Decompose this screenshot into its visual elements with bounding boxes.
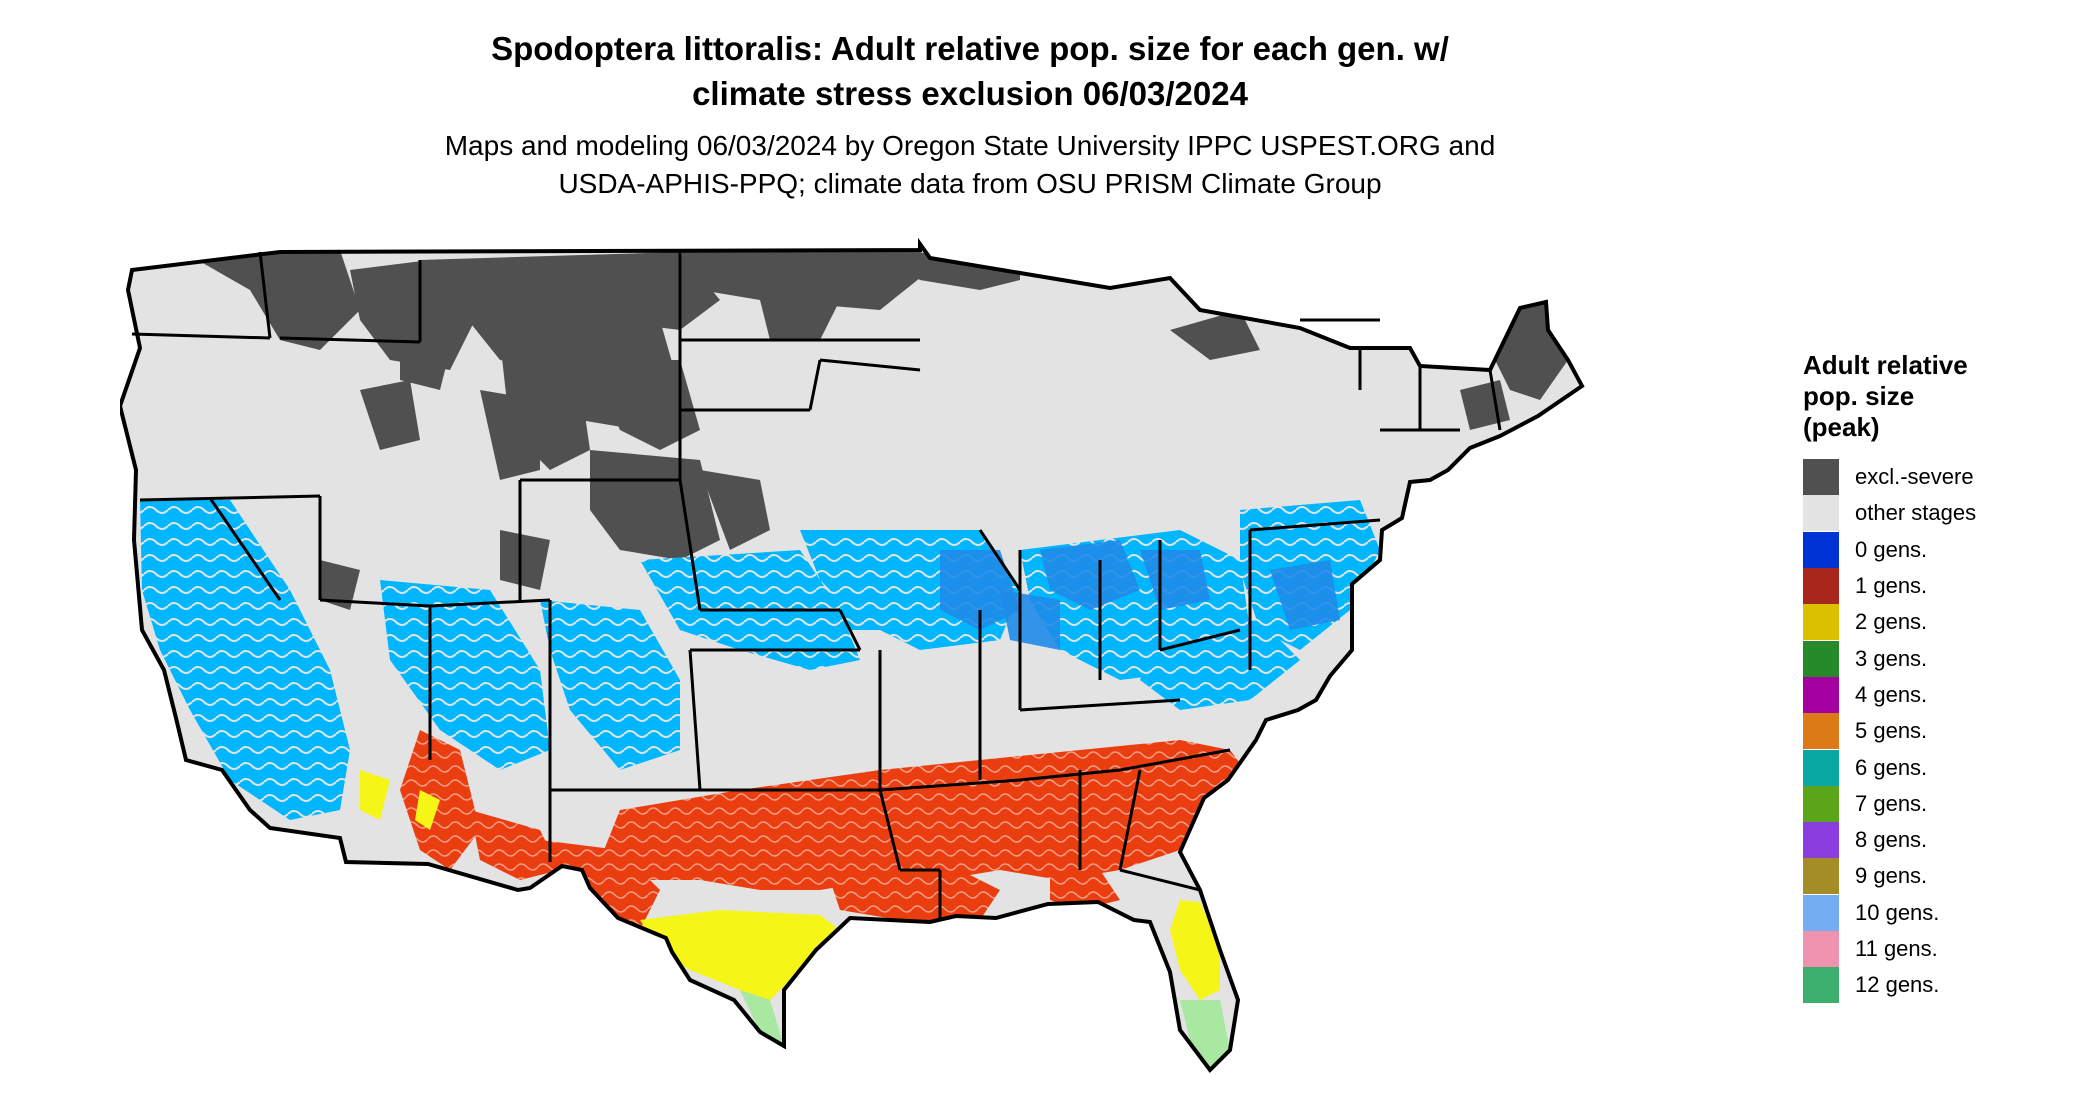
orange-region <box>820 850 1000 920</box>
legend-title-line-1: Adult relative <box>1803 350 1968 380</box>
legend-item: 6 gens. <box>1803 749 1976 786</box>
mid-blue-region <box>1270 560 1340 630</box>
excluded-region <box>760 300 840 340</box>
orange-region <box>600 740 1260 890</box>
legend-label: 2 gens. <box>1855 609 1928 635</box>
excluded-region <box>500 530 550 590</box>
mid-blue-region <box>1040 540 1140 610</box>
map-title-line-2: climate stress exclusion 06/03/2024 <box>692 75 1248 112</box>
excluded-region <box>320 560 360 610</box>
state-borders <box>120 242 1584 1072</box>
yellow-region <box>360 770 390 820</box>
legend-swatch <box>1803 640 1839 677</box>
us-map <box>120 242 1584 1072</box>
mid-blue-region <box>940 550 1020 630</box>
legend-swatch <box>1803 785 1839 822</box>
legend-label: 8 gens. <box>1855 827 1928 853</box>
excluded-region <box>360 380 420 450</box>
blue-region <box>140 500 350 820</box>
blue-region <box>820 590 880 630</box>
legend-label: 12 gens. <box>1855 972 1940 998</box>
legend-item: 11 gens. <box>1803 931 1976 967</box>
blue-region <box>1140 620 1300 710</box>
legend-title: Adult relative pop. size (peak) <box>1803 350 1976 443</box>
legend-item: 10 gens. <box>1803 894 1976 931</box>
legend-label: 3 gens. <box>1855 645 1928 671</box>
mid-blue-region <box>1000 590 1060 650</box>
legend-item: 1 gens. <box>1803 568 1976 605</box>
legend-swatch <box>1803 858 1839 895</box>
legend-title-line-3: (peak) <box>1803 412 1880 442</box>
legend-title-line-2: pop. size <box>1803 381 1915 411</box>
blue-region <box>380 580 550 770</box>
excluded-region <box>700 470 770 550</box>
legend-item: 12 gens. <box>1803 967 1976 1004</box>
yellow-region <box>1170 900 1220 1000</box>
legend-label: 4 gens. <box>1855 681 1928 707</box>
orange-region <box>1050 870 1120 910</box>
legend-swatch <box>1803 967 1839 1004</box>
orange-region <box>470 810 560 880</box>
map-subtitle-line-1: Maps and modeling 06/03/2024 by Oregon S… <box>444 130 1496 161</box>
map-fill-layer <box>120 244 1582 1070</box>
legend-item: 7 gens. <box>1803 785 1976 822</box>
legend-item: 0 gens. <box>1803 531 1976 568</box>
legend-label: other stages <box>1855 500 1977 526</box>
excluded-region <box>590 360 700 450</box>
legend-items: excl.-severe other stages 0 gens. 1 gens. 2 … <box>1803 459 1977 1004</box>
excluded-region <box>480 390 540 480</box>
blue-region <box>540 600 680 770</box>
green-high-gen-regions <box>740 990 1230 1070</box>
legend-item: 5 gens. <box>1803 713 1976 750</box>
legend-item: 9 gens. <box>1803 858 1976 895</box>
excluded-region <box>420 252 720 370</box>
yellow-region <box>415 790 440 830</box>
legend-item: excl.-severe <box>1803 459 1976 496</box>
excluded-region <box>1170 310 1260 360</box>
map-title-line-1: Spodoptera littoralis: Adult relative po… <box>491 30 1449 67</box>
map-subtitle: Maps and modeling 06/03/2024 by Oregon S… <box>300 127 1640 203</box>
legend-swatch <box>1803 713 1839 750</box>
legend-label: 7 gens. <box>1855 790 1928 816</box>
legend-swatch <box>1803 749 1839 786</box>
legend-label: 9 gens. <box>1855 863 1928 889</box>
legend-swatch <box>1803 495 1839 532</box>
state-border-lines <box>131 251 1502 920</box>
green-region <box>740 990 784 1046</box>
legend-item: 2 gens. <box>1803 604 1976 641</box>
legend-item: 4 gens. <box>1803 676 1976 713</box>
map-subtitle-line-2: USDA-APHIS-PPQ; climate data from OSU PR… <box>558 168 1382 199</box>
legend-swatch <box>1803 568 1839 605</box>
legend-label: 5 gens. <box>1855 718 1928 744</box>
map-legend: Adult relative pop. size (peak) excl.-se… <box>1803 350 1977 1004</box>
legend-label: 1 gens. <box>1855 573 1928 599</box>
legend-label: 6 gens. <box>1855 754 1928 780</box>
excluded-region <box>180 250 360 350</box>
mid-blue-regions <box>940 540 1340 650</box>
legend-swatch <box>1803 531 1839 568</box>
green-region <box>1180 1000 1230 1070</box>
excluded-region <box>400 340 450 390</box>
legend-swatch <box>1803 604 1839 641</box>
legend-item: 3 gens. <box>1803 640 1976 677</box>
yellow-region <box>640 910 840 1010</box>
map-title: Spodoptera littoralis: Adult relative po… <box>300 26 1640 116</box>
legend-swatch <box>1803 894 1839 931</box>
legend-swatch <box>1803 822 1839 859</box>
legend-label: 10 gens. <box>1855 899 1940 925</box>
excluded-region <box>680 250 930 310</box>
legend-label: 0 gens. <box>1855 536 1928 562</box>
legend-label: excl.-severe <box>1855 464 1974 490</box>
legend-item: 8 gens. <box>1803 822 1976 859</box>
legend-item: other stages <box>1803 495 1977 532</box>
legend-swatch <box>1803 459 1839 496</box>
legend-swatch <box>1803 931 1839 967</box>
mid-blue-region <box>1140 550 1210 610</box>
orange-region <box>540 840 660 930</box>
legend-label: 11 gens. <box>1855 936 1938 961</box>
legend-swatch <box>1803 676 1839 713</box>
